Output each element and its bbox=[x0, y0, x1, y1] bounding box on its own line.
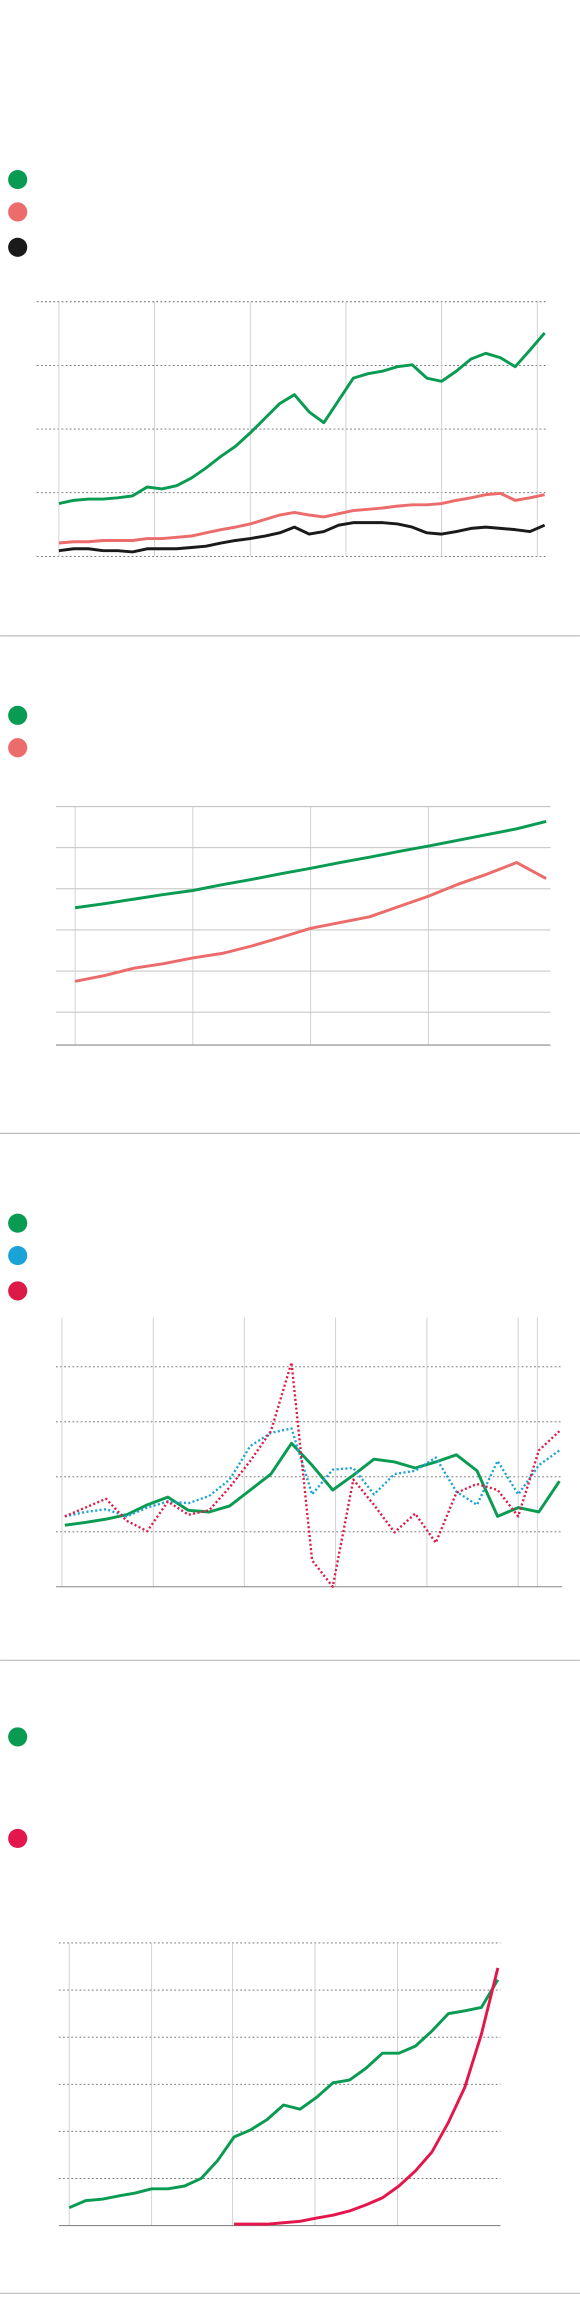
legend-swatch bbox=[8, 1213, 28, 1233]
legend-swatch bbox=[8, 1828, 28, 1849]
data-line bbox=[68, 1978, 500, 2210]
data-line bbox=[234, 1967, 500, 2226]
data-line bbox=[58, 521, 546, 554]
data-line bbox=[74, 861, 547, 983]
data-line bbox=[64, 1441, 561, 1527]
legend-swatch bbox=[8, 1245, 28, 1266]
legend-swatch bbox=[8, 202, 28, 222]
data-line bbox=[58, 331, 546, 505]
legend-swatch bbox=[8, 237, 28, 257]
data-line bbox=[64, 1361, 561, 1588]
data-line bbox=[64, 1427, 561, 1518]
legend-swatch bbox=[8, 705, 28, 725]
data-line bbox=[74, 820, 547, 910]
legend-swatch bbox=[8, 738, 28, 758]
data-line bbox=[58, 491, 545, 545]
legend-swatch bbox=[8, 1281, 28, 1301]
legend-swatch bbox=[8, 1727, 28, 1747]
legend-swatch bbox=[8, 170, 28, 190]
